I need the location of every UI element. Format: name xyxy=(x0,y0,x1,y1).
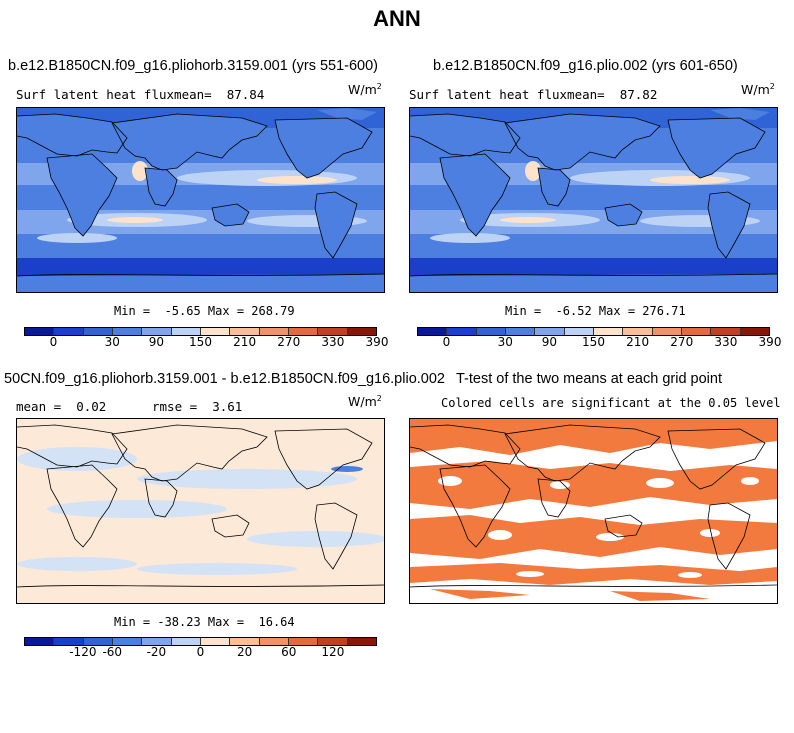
panel3-mean-label: mean = 0.02 xyxy=(16,399,107,414)
tick-label: 270 xyxy=(670,335,694,349)
tick-label: -60 xyxy=(102,645,123,659)
panel4-title: T-test of the two means at each grid poi… xyxy=(456,371,722,387)
panel3-colorbar xyxy=(24,637,377,646)
panel2-title: b.e12.B1850CN.f09_g16.plio.002 (yrs 601-… xyxy=(433,58,738,74)
tick-label: 120 xyxy=(321,645,345,659)
tick-label: 390 xyxy=(758,335,782,349)
tick-label: 30 xyxy=(104,335,120,349)
tick-label: 150 xyxy=(582,335,605,349)
tick-label: -20 xyxy=(146,645,167,659)
tick-label: 270 xyxy=(277,335,301,349)
tick-label: 330 xyxy=(714,335,738,349)
tick-label: 60 xyxy=(281,645,297,659)
tick-label: 150 xyxy=(189,335,212,349)
panel1-units: W/m2 xyxy=(348,82,382,97)
panel2-mean-label: Surf latent heat fluxmean= 87.82 xyxy=(409,87,658,102)
tick-label: 20 xyxy=(236,645,253,659)
panel3-rmse-label: rmse = 3.61 xyxy=(152,399,243,414)
tick-label: 210 xyxy=(626,335,650,349)
panel1-map xyxy=(16,107,385,293)
panel3-colorbar-ticks: -120 -60 -20 0 20 60 120 xyxy=(24,645,377,659)
panel3-map xyxy=(16,418,385,604)
panel1-mean-label: Surf latent heat fluxmean= 87.84 xyxy=(16,87,265,102)
tick-label: 30 xyxy=(497,335,513,349)
panel3-minmax: Min = -38.23 Max = 16.64 xyxy=(114,615,295,629)
tick-label: 390 xyxy=(365,335,389,349)
panel3-units: W/m2 xyxy=(348,394,382,409)
panel2-minmax: Min = -6.52 Max = 276.71 xyxy=(505,304,686,318)
tick-label: 90 xyxy=(541,335,558,349)
tick-label: 0 xyxy=(49,335,58,349)
panel2-colorbar xyxy=(417,327,770,336)
panel1-minmax: Min = -5.65 Max = 268.79 xyxy=(114,304,295,318)
tick-label: -120 xyxy=(69,645,97,659)
panel4-map xyxy=(409,418,778,604)
panel1-colorbar-ticks: 0 30 90 150 210 270 330 390 xyxy=(24,335,389,349)
figure-title: ANN xyxy=(373,6,421,31)
tick-label: 0 xyxy=(442,335,451,349)
panel1-colorbar xyxy=(24,327,377,336)
tick-label: 210 xyxy=(233,335,257,349)
tick-label: 90 xyxy=(148,335,165,349)
panel2-map xyxy=(409,107,778,293)
panel3-title: 50CN.f09_g16.pliohorb.3159.001 - b.e12.B… xyxy=(4,371,445,387)
panel1-title: b.e12.B1850CN.f09_g16.pliohorb.3159.001 … xyxy=(8,58,379,74)
panel2-units: W/m2 xyxy=(741,82,775,97)
tick-label: 330 xyxy=(321,335,345,349)
panel4-subtitle: Colored cells are significant at the 0.0… xyxy=(441,396,781,410)
panel2-colorbar-ticks: 0 30 90 150 210 270 330 390 xyxy=(417,335,782,349)
tick-label: 0 xyxy=(196,645,205,659)
